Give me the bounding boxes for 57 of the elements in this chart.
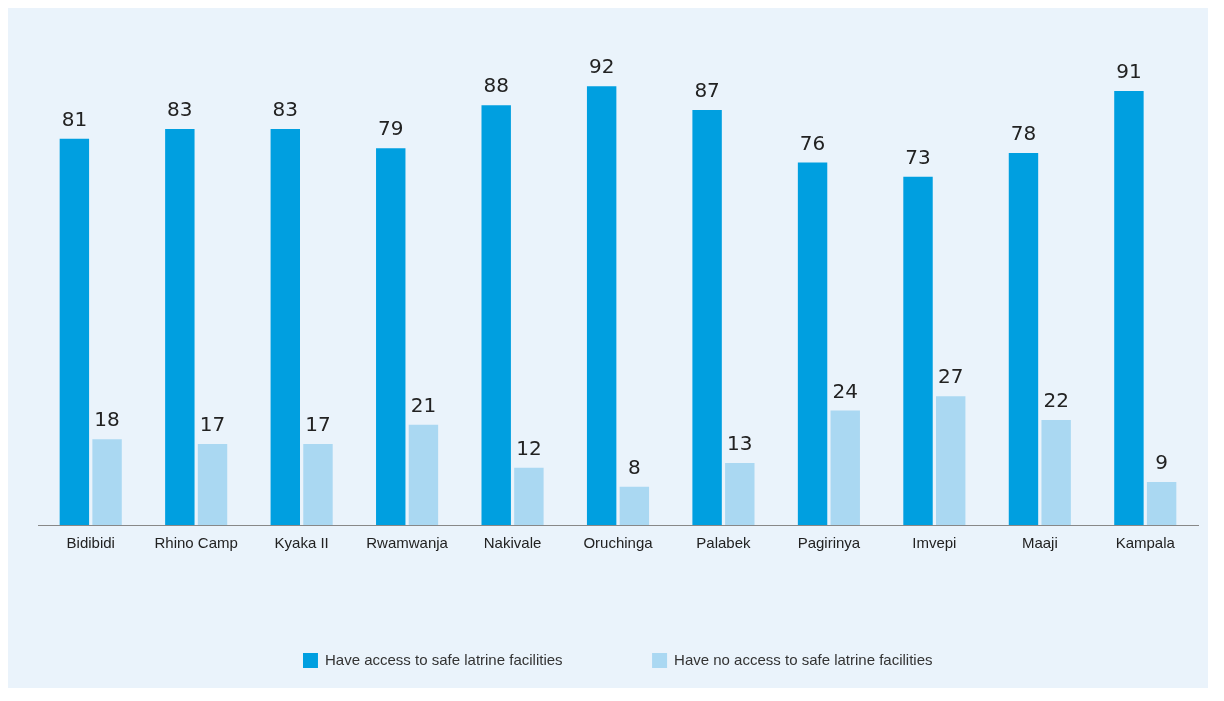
x-tick-label: Maaji — [1021, 534, 1058, 552]
x-tick-label: Bidibidi — [66, 534, 115, 552]
bar — [408, 424, 439, 525]
x-tick-label: Kampala — [1115, 534, 1176, 552]
data-label: 17 — [199, 412, 226, 437]
bar — [1146, 482, 1177, 525]
bar — [165, 129, 195, 525]
legend-label: Have no access to safe latrine facilities — [674, 650, 933, 668]
x-tick-label: Kyaka II — [274, 534, 329, 552]
data-label: 83 — [272, 97, 299, 122]
data-label: 17 — [305, 412, 331, 437]
bar — [303, 443, 333, 525]
bar — [936, 396, 966, 525]
x-tick-label: Pagirinya — [797, 534, 861, 552]
data-label: 27 — [937, 364, 964, 389]
bar — [692, 110, 722, 525]
x-tick-label: Oruchinga — [583, 534, 654, 552]
x-tick-label: Nakivale — [483, 534, 542, 552]
bar — [586, 86, 617, 525]
bar — [1008, 152, 1039, 525]
x-tick-label: Imvepi — [912, 534, 957, 552]
x-tick-label: Rwamwanja — [366, 534, 449, 552]
data-label: 79 — [378, 116, 404, 141]
data-label: 92 — [588, 54, 615, 79]
data-label: 73 — [905, 144, 931, 169]
bar — [830, 410, 860, 525]
bar — [197, 443, 228, 525]
bar — [725, 462, 755, 525]
x-tick-label: Rhino Camp — [154, 534, 238, 552]
bar — [514, 467, 544, 525]
data-label: 22 — [1043, 388, 1069, 413]
bar — [1114, 90, 1144, 525]
bar — [481, 105, 511, 525]
bar — [903, 176, 933, 525]
bar — [92, 439, 122, 525]
data-label: 8 — [627, 455, 641, 480]
data-label: 24 — [832, 378, 858, 403]
bar — [270, 129, 300, 525]
data-label: 78 — [1010, 121, 1037, 146]
bar — [376, 148, 406, 525]
legend-label: Have access to safe latrine facilities — [324, 650, 563, 668]
data-label: 76 — [799, 130, 826, 155]
bar — [59, 138, 90, 525]
data-label: 81 — [61, 106, 88, 131]
data-label: 12 — [516, 435, 542, 460]
bar — [797, 162, 828, 525]
data-label: 21 — [410, 393, 437, 418]
bar — [1041, 420, 1071, 525]
x-tick-label: Palabek — [696, 534, 752, 552]
data-label: 13 — [727, 431, 753, 456]
data-label: 18 — [94, 407, 120, 432]
data-label: 88 — [483, 73, 509, 98]
data-label: 91 — [1116, 59, 1142, 84]
bar — [619, 486, 650, 525]
data-label: 83 — [167, 97, 193, 122]
data-label: 87 — [694, 78, 720, 103]
data-label: 9 — [1155, 450, 1168, 475]
